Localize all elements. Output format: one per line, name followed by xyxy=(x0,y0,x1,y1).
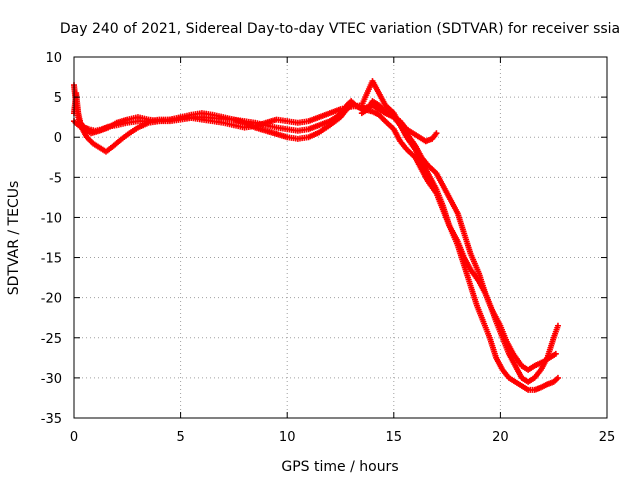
x-tick-label: 20 xyxy=(492,430,509,445)
plot-frame xyxy=(73,56,608,419)
x-tick-label: 5 xyxy=(176,430,184,445)
y-tick-label: -15 xyxy=(41,252,62,267)
data-point xyxy=(554,322,561,329)
y-tick-label: 10 xyxy=(45,51,62,66)
axis-ticks: 0 5 10 15 20 25 -35 -30 -25 -20 -15 -10 -5 0 5 10 xyxy=(41,51,616,445)
chart-title: Day 240 of 2021, Sidereal Day-to-day VTE… xyxy=(60,21,620,37)
y-tick-label: -35 xyxy=(41,412,62,427)
y-axis-title: SDTVAR / TECUs xyxy=(6,181,22,296)
y-tick-label: -20 xyxy=(41,292,62,307)
y-tick-label: -5 xyxy=(49,171,62,186)
x-tick-label: 0 xyxy=(70,430,78,445)
x-tick-label: 25 xyxy=(599,430,616,445)
data-point xyxy=(433,130,440,137)
data-point xyxy=(552,350,559,357)
x-tick-label: 15 xyxy=(386,430,403,445)
x-tick-label: 10 xyxy=(279,430,296,445)
y-tick-label: 5 xyxy=(54,91,62,106)
y-tick-label: -30 xyxy=(41,372,62,387)
y-tick-label: -25 xyxy=(41,332,62,347)
series-track-d xyxy=(358,98,561,385)
y-tick-label: 0 xyxy=(54,131,62,146)
y-tick-label: -10 xyxy=(41,211,62,226)
x-axis-title: GPS time / hours xyxy=(281,459,398,475)
data-point xyxy=(554,374,561,381)
